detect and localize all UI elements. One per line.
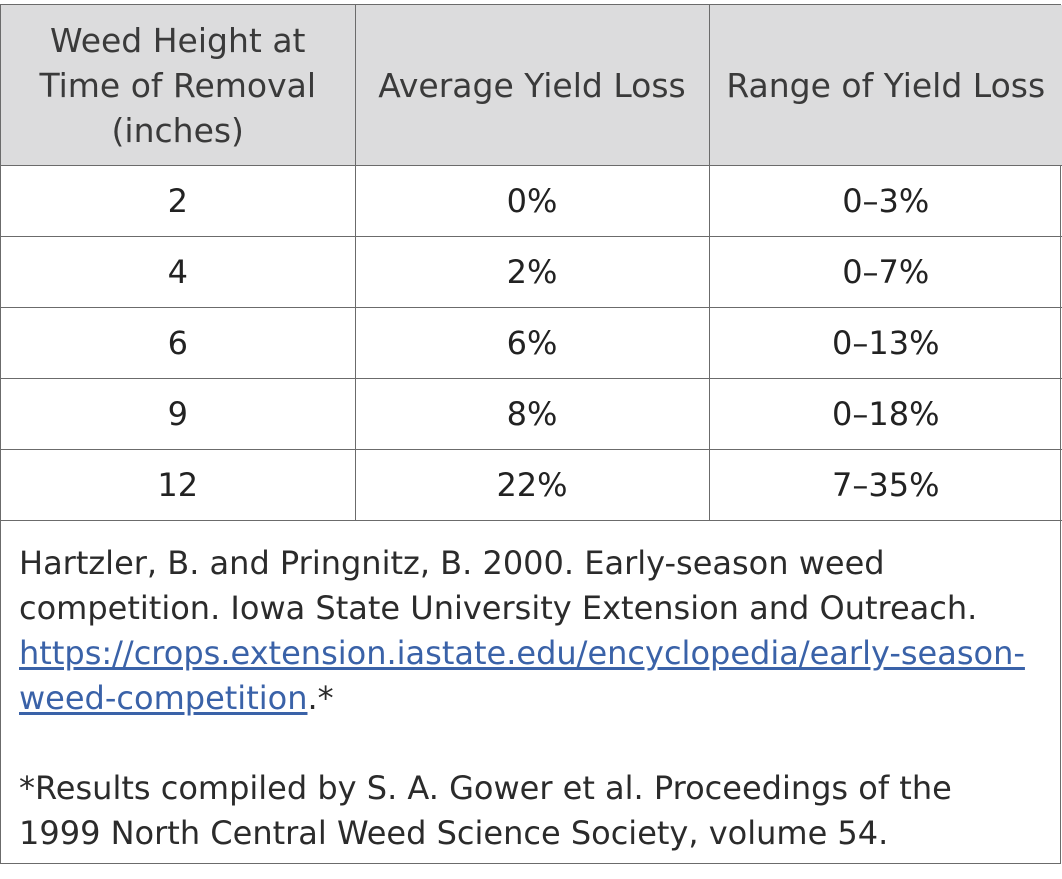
header-range-yield-loss: Range of Yield Loss	[709, 5, 1062, 166]
table-row: 6 6% 0–13%	[1, 307, 1062, 379]
header-weed-height: Weed Height at Time of Removal (inches)	[1, 5, 356, 166]
average-yield-loss-cell: 6%	[355, 307, 710, 379]
footnote: *Results compiled by S. A. Gower et al. …	[19, 769, 952, 852]
weed-height-cell: 6	[1, 307, 356, 379]
citation-link[interactable]: https://crops.extension.iastate.edu/ency…	[19, 634, 1025, 717]
yield-loss-table-frame: Weed Height at Time of Removal (inches) …	[0, 4, 1062, 864]
citation-suffix: .*	[307, 679, 334, 717]
average-yield-loss-cell: 8%	[355, 378, 710, 450]
table-header-row: Weed Height at Time of Removal (inches) …	[1, 5, 1062, 166]
weed-height-cell: 9	[1, 378, 356, 450]
average-yield-loss-cell: 22%	[355, 449, 710, 521]
range-yield-loss-cell: 7–35%	[709, 449, 1062, 521]
citation-text: Hartzler, B. and Pringnitz, B. 2000. Ear…	[19, 544, 978, 627]
range-yield-loss-cell: 0–13%	[709, 307, 1062, 379]
average-yield-loss-cell: 2%	[355, 236, 710, 308]
table-row: 9 8% 0–18%	[1, 378, 1062, 450]
average-yield-loss-cell: 0%	[355, 165, 710, 237]
range-yield-loss-cell: 0–3%	[709, 165, 1062, 237]
range-yield-loss-cell: 0–7%	[709, 236, 1062, 308]
table-row: 12 22% 7–35%	[1, 449, 1062, 521]
header-average-yield-loss: Average Yield Loss	[355, 5, 710, 166]
weed-height-cell: 12	[1, 449, 356, 521]
table-notes: Hartzler, B. and Pringnitz, B. 2000. Ear…	[1, 521, 1060, 856]
citation: Hartzler, B. and Pringnitz, B. 2000. Ear…	[19, 541, 1042, 721]
range-yield-loss-cell: 0–18%	[709, 378, 1062, 450]
table-row: 2 0% 0–3%	[1, 165, 1062, 237]
weed-height-cell: 2	[1, 165, 356, 237]
table-row: 4 2% 0–7%	[1, 236, 1062, 308]
yield-loss-table: Weed Height at Time of Removal (inches) …	[1, 5, 1062, 521]
weed-height-cell: 4	[1, 236, 356, 308]
